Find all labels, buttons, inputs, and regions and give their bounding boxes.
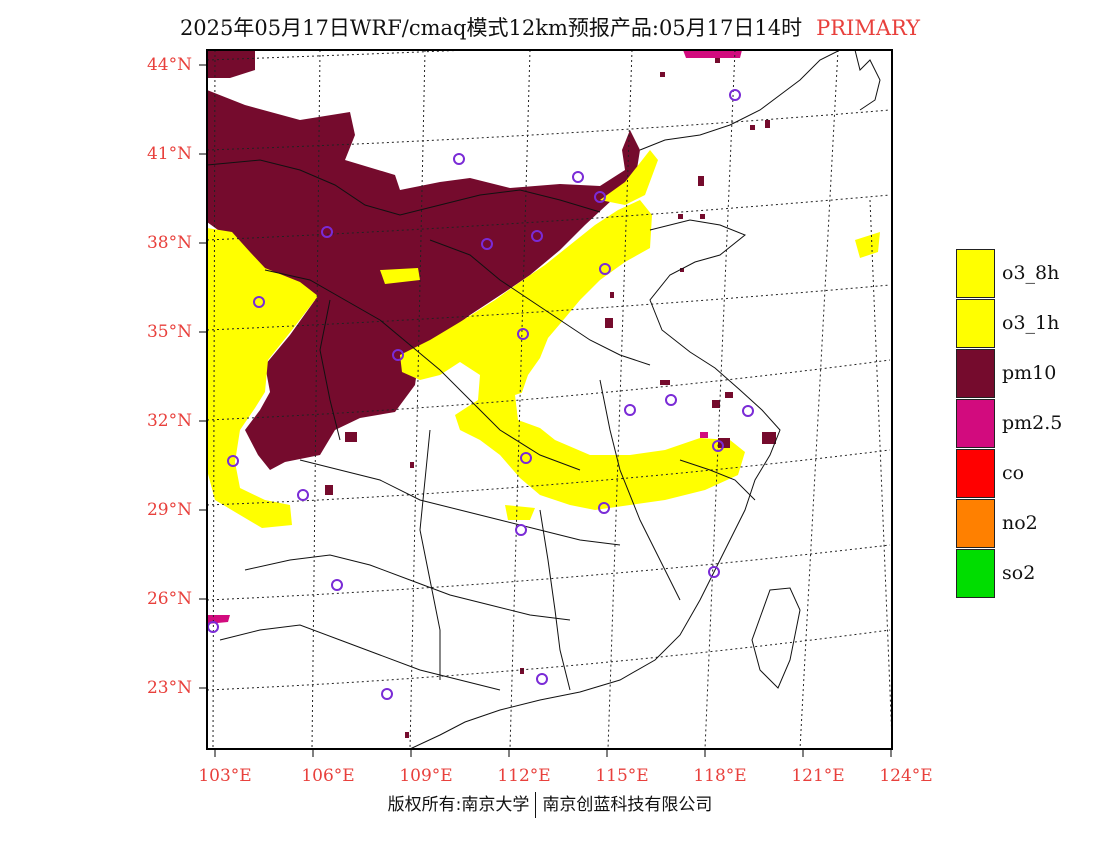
- legend-item-co: co: [956, 449, 1100, 499]
- lon-label-106: 106°E: [301, 766, 355, 786]
- o3-east-fleck: [855, 232, 880, 258]
- lon-label-118: 118°E: [693, 766, 747, 786]
- station-markers: [207, 89, 754, 700]
- lon-label-121: 121°E: [791, 766, 845, 786]
- lat-label-26: 26°N: [146, 589, 192, 609]
- o3-north-strip: [600, 150, 658, 205]
- pm25-fleck: [700, 432, 708, 438]
- legend-item-pm10: pm10: [956, 349, 1100, 399]
- boundaries: [207, 50, 881, 749]
- legend-label: so2: [1002, 562, 1036, 584]
- lat-label-32: 32°N: [146, 411, 192, 431]
- map-title: 2025年05月17日WRF/cmaq模式12km预报产品:05月17日14时 P…: [0, 12, 1100, 42]
- legend-item-no2: no2: [956, 499, 1100, 549]
- pm10-specks: [325, 58, 776, 738]
- legend-swatch: [956, 399, 995, 448]
- legend-swatch: [956, 349, 995, 398]
- legend-label: no2: [1002, 512, 1038, 534]
- legend-swatch: [956, 299, 995, 348]
- lon-label-124: 124°E: [879, 766, 933, 786]
- lon-label-103: 103°E: [198, 766, 252, 786]
- legend-label: pm2.5: [1002, 412, 1063, 434]
- title-text: 2025年05月17日WRF/cmaq模式12km预报产品:05月17日14时: [179, 16, 803, 40]
- o3-fleck-2: [380, 268, 420, 284]
- lat-label-38: 38°N: [146, 233, 192, 253]
- legend-swatch: [956, 499, 995, 548]
- legend-item-so2: so2: [956, 549, 1100, 599]
- legend-swatch: [956, 249, 995, 298]
- footer-separator: [535, 792, 537, 818]
- copyright-company: 南京创蓝科技有限公司: [542, 795, 713, 815]
- legend-swatch: [956, 549, 995, 598]
- pm25-top: [683, 50, 742, 58]
- pm10-region: [207, 90, 640, 470]
- legend-swatch: [956, 449, 995, 498]
- lon-label-112: 112°E: [497, 766, 551, 786]
- legend-label: o3_8h: [1002, 262, 1060, 284]
- lat-label-29: 29°N: [146, 500, 192, 520]
- lat-label-41: 41°N: [146, 144, 192, 164]
- pm10-top-left: [207, 50, 255, 78]
- lon-label-109: 109°E: [399, 766, 453, 786]
- legend-item-pm25: pm2.5: [956, 399, 1100, 449]
- axis-ticks: [199, 64, 892, 757]
- legend-label: o3_1h: [1002, 312, 1060, 334]
- legend-item-o3-1h: o3_1h: [956, 299, 1100, 349]
- o3-hole: [515, 385, 560, 428]
- o3-west-region: [207, 228, 318, 528]
- copyright-footer: 版权所有:南京大学 南京创蓝科技有限公司: [0, 790, 1100, 818]
- map-frame: [206, 49, 893, 750]
- legend-label: pm10: [1002, 362, 1057, 384]
- lat-label-35: 35°N: [146, 322, 192, 342]
- lon-label-115: 115°E: [595, 766, 649, 786]
- legend-label: co: [1002, 462, 1025, 484]
- lat-label-44: 44°N: [146, 55, 192, 75]
- graticule: [207, 50, 892, 749]
- lat-label-23: 23°N: [146, 678, 192, 698]
- o3-fleck-3: [505, 505, 535, 520]
- primary-tag: PRIMARY: [816, 16, 921, 40]
- legend-item-o3-8h: o3_8h: [956, 249, 1100, 299]
- o3-central-band: [400, 200, 745, 510]
- copyright-owner: 版权所有:南京大学: [387, 795, 530, 815]
